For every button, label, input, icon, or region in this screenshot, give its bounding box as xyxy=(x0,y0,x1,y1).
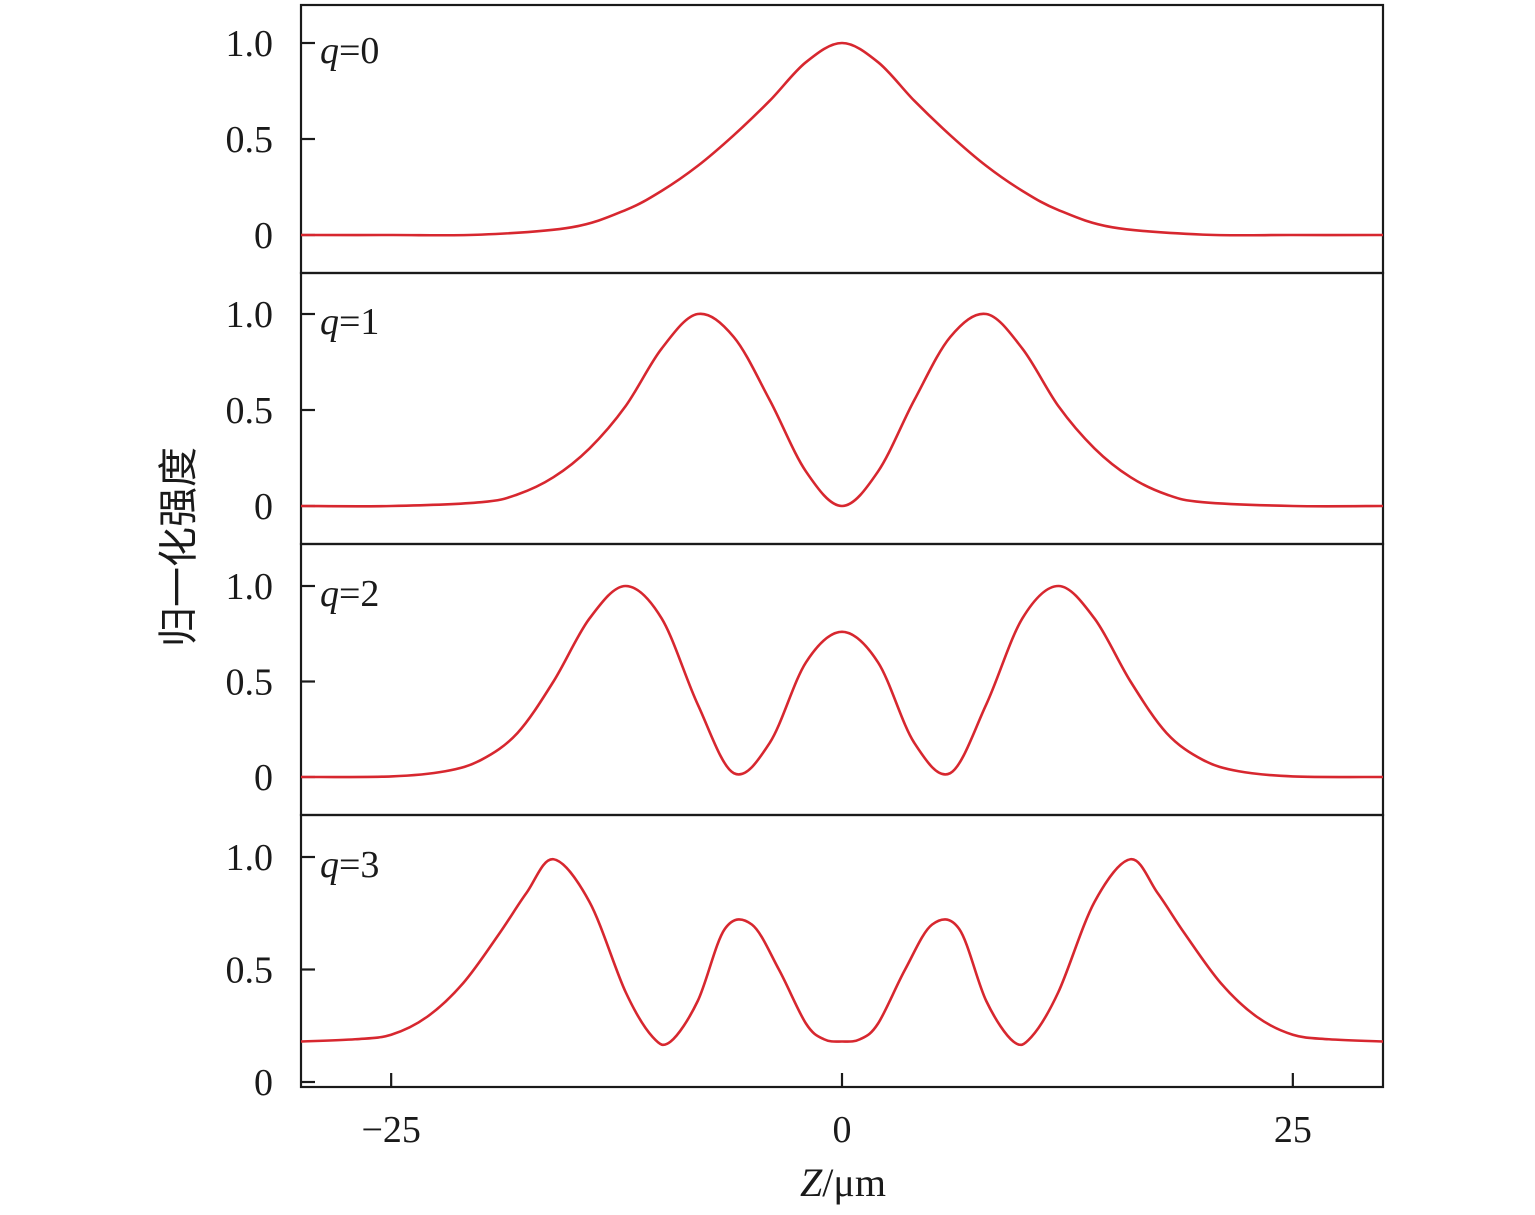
panel-0: 0 0.5 1.0 q=0 xyxy=(226,3,1385,275)
y-tick-label: 1.0 xyxy=(226,837,274,879)
series-line xyxy=(300,312,1384,508)
y-tick-label: 1.0 xyxy=(226,566,274,608)
panel-label: q=0 xyxy=(320,30,379,72)
x-axis-label: Z/μm xyxy=(800,1160,886,1205)
x-tick-label: 25 xyxy=(1274,1109,1312,1151)
x-tick-label: 0 xyxy=(833,1109,852,1151)
x-axis-label-unit: /μm xyxy=(822,1160,886,1205)
y-tick-label: 0.5 xyxy=(226,950,274,992)
series-line xyxy=(300,857,1384,1047)
panel-frame xyxy=(299,542,1385,817)
y-tick-label: 0 xyxy=(254,757,273,799)
y-tick-label: 0 xyxy=(254,486,273,528)
y-tick-label: 1.0 xyxy=(226,23,274,65)
y-axis-label: 归一化强度 xyxy=(156,447,201,647)
panel-label-variable: q xyxy=(320,30,339,72)
y-tick-label: 0.5 xyxy=(226,390,274,432)
panel-frame xyxy=(299,813,1385,1089)
x-axis-ticks: −25 0 25 xyxy=(361,1073,1312,1151)
panel-label: q=3 xyxy=(320,844,379,886)
panel-2: 0 0.5 1.0 q=2 xyxy=(226,542,1385,817)
y-tick-label: 1.0 xyxy=(226,294,274,336)
panel-label-value: =3 xyxy=(339,844,379,886)
panel-label-variable: q xyxy=(320,573,339,615)
series-line xyxy=(300,41,1384,237)
panel-3: 0 0.5 1.0 q=3 xyxy=(226,813,1385,1104)
panel-label-variable: q xyxy=(320,301,339,343)
panel-label: q=1 xyxy=(320,301,379,343)
y-tick-label: 0 xyxy=(254,215,273,257)
panel-frame xyxy=(299,3,1385,275)
y-tick-label: 0.5 xyxy=(226,119,274,161)
x-tick-label: −25 xyxy=(361,1109,420,1151)
y-tick-label: 0 xyxy=(254,1062,273,1104)
series-line xyxy=(300,584,1384,779)
panel-label-value: =1 xyxy=(339,301,379,343)
y-tick-label: 0.5 xyxy=(226,662,274,704)
panel-label-value: =2 xyxy=(339,573,379,615)
panel-label-variable: q xyxy=(320,844,339,886)
panel-label: q=2 xyxy=(320,573,379,615)
chart-panels: 00.51.0 q=000.51.0 q=100.51.0 q=200.51.0 q=3 xyxy=(226,3,1385,1104)
panel-label-value: =0 xyxy=(339,30,379,72)
x-axis-label-variable: Z xyxy=(800,1160,823,1205)
panel-1: 0 0.5 1.0 q=1 xyxy=(226,271,1385,546)
